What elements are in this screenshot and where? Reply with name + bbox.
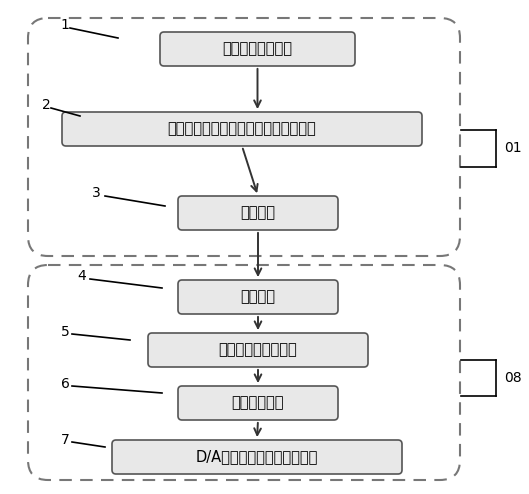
FancyBboxPatch shape (62, 112, 422, 146)
Text: 3: 3 (92, 186, 101, 200)
Text: 08: 08 (504, 371, 522, 385)
FancyBboxPatch shape (160, 32, 355, 66)
Text: 转换成适合本血糖仪的试纸信息并存储: 转换成适合本血糖仪的试纸信息并存储 (168, 122, 316, 136)
Text: 7: 7 (61, 433, 69, 447)
Text: D/A转换输出三电极参比电压: D/A转换输出三电极参比电压 (196, 450, 318, 464)
Text: 1: 1 (60, 18, 69, 32)
FancyBboxPatch shape (112, 440, 402, 474)
FancyBboxPatch shape (148, 333, 368, 367)
Text: 数据传输: 数据传输 (241, 206, 276, 220)
Text: 实时采集试纸信息: 实时采集试纸信息 (223, 41, 293, 56)
Text: 存储试纸特征码数据: 存储试纸特征码数据 (218, 342, 297, 358)
Text: 01: 01 (504, 141, 522, 155)
FancyBboxPatch shape (178, 280, 338, 314)
Text: 6: 6 (60, 377, 69, 391)
FancyBboxPatch shape (178, 386, 338, 420)
Text: 5: 5 (61, 325, 69, 339)
Text: 4: 4 (78, 269, 86, 283)
Text: 数据调用模块: 数据调用模块 (232, 396, 284, 411)
Text: 2: 2 (42, 98, 50, 112)
Text: 数据接收: 数据接收 (241, 289, 276, 304)
FancyBboxPatch shape (178, 196, 338, 230)
